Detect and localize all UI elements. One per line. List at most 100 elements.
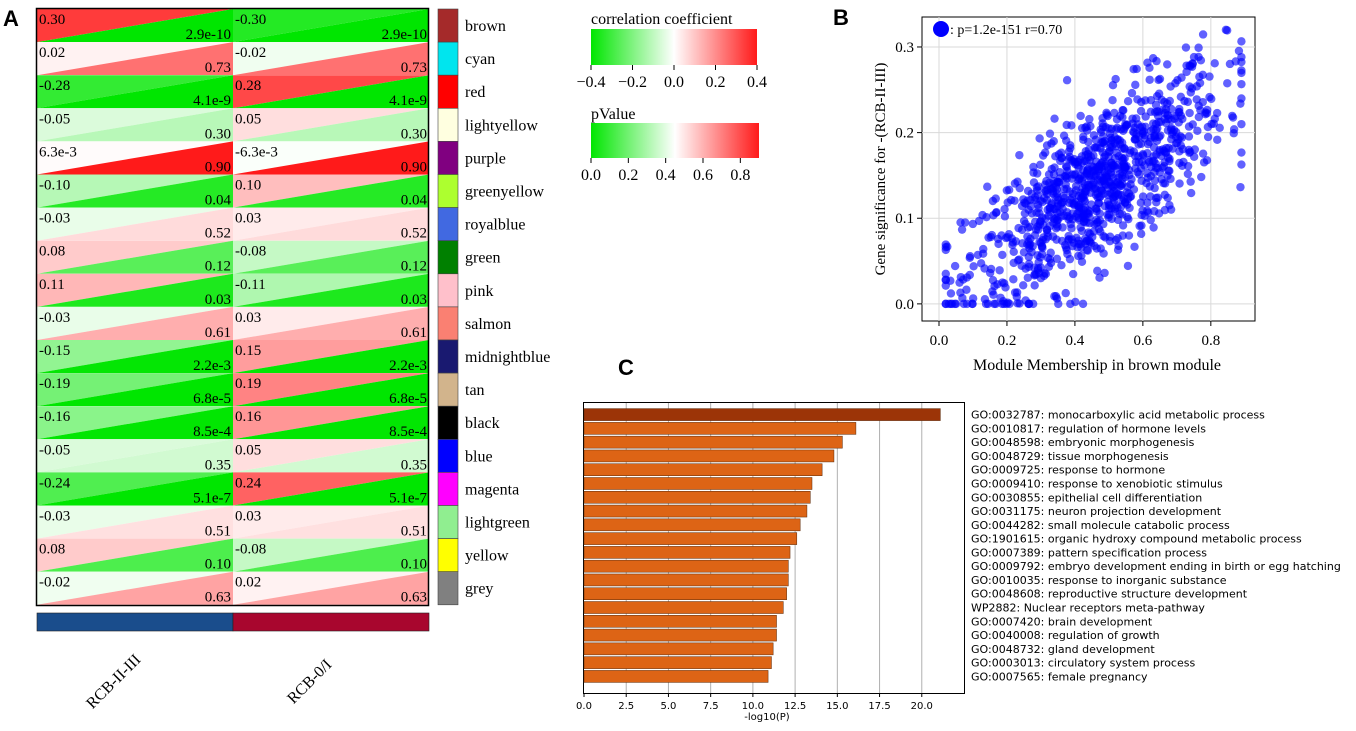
scatter-point	[1056, 156, 1065, 166]
scatter-point	[1024, 252, 1033, 262]
scatter-point	[1096, 185, 1105, 194]
scatter-point	[998, 250, 1007, 260]
heatmap-cell: 0.16 8.5e-4	[233, 406, 429, 440]
heatmap-frame	[35, 7, 430, 607]
scatter-point	[1066, 195, 1075, 204]
module-color-bar	[437, 8, 459, 606]
correlation-value: -0.24	[39, 475, 71, 491]
scatter-point	[1209, 119, 1218, 128]
correlation-value: -0.08	[235, 542, 266, 558]
scatter-point	[991, 299, 1001, 309]
scatter-point	[1195, 72, 1204, 81]
scatter-point	[1197, 172, 1206, 182]
scatter-point	[1098, 148, 1107, 157]
scatter-point	[1118, 221, 1128, 230]
heatmap-cell: -0.03 0.51	[37, 505, 233, 540]
pvalue-value: 0.51	[401, 524, 427, 540]
correlation-triangle	[233, 439, 429, 473]
scatter-point	[1062, 76, 1072, 85]
correlation-value: -0.02	[39, 575, 70, 591]
scatter-point	[1145, 137, 1154, 147]
heatmap-cell: -0.02 0.63	[37, 571, 233, 606]
scatter-point	[1164, 166, 1173, 175]
scatter-point	[1194, 43, 1203, 52]
scatter-point	[997, 231, 1006, 240]
pvalue-triangle	[37, 472, 233, 506]
correlation-value: 0.08	[39, 542, 65, 558]
bar-x-tick-label: 5.0	[660, 701, 676, 712]
scatter-legend-text: : p=1.2e-151 r=0.70	[950, 23, 1062, 38]
pvalue-value: 0.61	[401, 325, 427, 341]
scatter-point	[1136, 106, 1146, 116]
scatter-point	[1137, 157, 1147, 166]
pvalue-legend-title: pValue	[591, 106, 635, 123]
scatter-point	[1030, 270, 1039, 279]
module-swatch	[437, 538, 459, 572]
correlation-triangle	[233, 207, 429, 241]
scatter-point	[1237, 119, 1246, 129]
pvalue-value: 0.61	[205, 325, 231, 341]
scatter-point	[1149, 223, 1158, 232]
scatter-point	[1150, 176, 1160, 185]
scatter-point	[998, 278, 1007, 287]
scatter-point	[1106, 143, 1115, 152]
correlation-value: 0.19	[235, 376, 261, 392]
bar-category-label: GO:0031175: neuron projection developmen…	[971, 505, 1222, 518]
module-label: salmon	[465, 316, 511, 333]
module-label: purple	[465, 150, 506, 167]
scatter-point	[1237, 68, 1246, 78]
correlation-value: -0.10	[39, 178, 70, 194]
pvalue-value: 8.5e-4	[389, 424, 427, 440]
scatter-points	[941, 25, 1246, 309]
scatter-point	[1052, 254, 1062, 264]
scatter-point	[1112, 188, 1121, 198]
scatter-point	[987, 230, 997, 240]
pvalue-value: 0.52	[401, 226, 427, 242]
scatter-y-tick-label: 0.2	[895, 126, 914, 142]
scatter-point	[1130, 135, 1140, 144]
pvalue-triangle	[37, 75, 233, 109]
module-swatch	[437, 74, 459, 109]
scatter-point	[1192, 95, 1201, 104]
heatmap-cell: -0.24 5.1e-7	[37, 472, 233, 506]
scatter-point	[1128, 119, 1137, 128]
correlation-value: -0.08	[235, 244, 266, 260]
pvalue-value: 5.1e-7	[389, 490, 427, 506]
scatter-point	[1041, 214, 1050, 223]
scatter-point	[1114, 173, 1123, 182]
scatter-point	[1020, 209, 1030, 218]
heatmap-cell: 0.19 6.8e-5	[233, 373, 429, 407]
module-swatch	[437, 108, 459, 142]
bar	[583, 491, 811, 504]
pvalue-value: 0.03	[205, 292, 231, 308]
scatter-point	[1057, 236, 1067, 246]
scatter-point	[982, 212, 991, 222]
correlation-value: -0.11	[235, 277, 266, 293]
pvalue-value: 0.12	[205, 259, 231, 275]
correlation-value: 0.03	[235, 509, 261, 525]
scatter-point	[1151, 159, 1161, 168]
scatter-point	[1130, 151, 1140, 161]
scatter-point	[988, 196, 998, 206]
correlation-value: -0.05	[39, 111, 70, 127]
heatmap-cell: 0.10 0.04	[233, 174, 429, 209]
scatter-point	[1119, 143, 1129, 153]
pvalue-triangle	[37, 306, 233, 340]
bar-x-ticks: 0.0 2.5 5.0 7.5 10.0 12.5 15.0 17.5 20.0	[576, 693, 933, 712]
module-swatch	[437, 405, 459, 440]
trait-label: RCB-II-III	[83, 651, 144, 712]
pvalue-value: 0.12	[401, 259, 427, 275]
legend-tick-label: 0.0	[581, 167, 601, 184]
pvalue-triangle	[37, 141, 233, 175]
heatmap-cell: -0.11 0.03	[233, 273, 429, 308]
scatter-point	[1076, 111, 1085, 121]
scatter-y-tick-label: 0.1	[895, 211, 914, 227]
scatter-point	[1107, 181, 1116, 190]
scatter-point	[1100, 268, 1109, 278]
scatter-point	[1076, 171, 1085, 180]
pvalue-value: 6.8e-5	[389, 391, 427, 407]
scatter-point	[1182, 67, 1191, 77]
bar-category-label: GO:0032787: monocarboxylic acid metaboli…	[971, 409, 1265, 422]
heatmap-cell: -0.05 0.30	[37, 108, 233, 142]
correlation-value: -0.03	[39, 509, 70, 525]
